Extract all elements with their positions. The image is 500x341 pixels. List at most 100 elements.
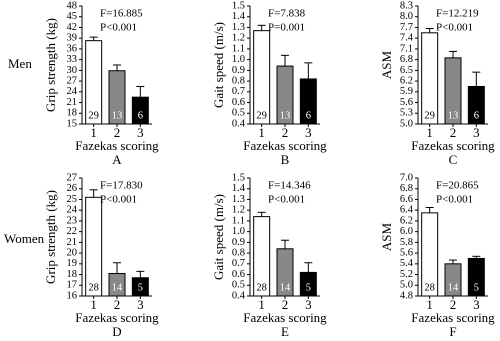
y-tick-label: 5.2: [400, 269, 413, 280]
bar-count: 14: [280, 282, 291, 293]
y-tick-label: 5.0: [400, 280, 413, 291]
y-tick-label: 0.9: [232, 65, 245, 76]
y-tick-label: 5.6: [400, 97, 413, 108]
y-tick-label: 5.6: [400, 247, 413, 258]
bar-count: 29: [424, 110, 435, 121]
y-axis-label: Grip strength (kg): [43, 18, 58, 112]
annotation: P<0.001: [100, 22, 137, 34]
y-tick-label: 27: [67, 172, 78, 183]
y-tick-label: 1.2: [232, 205, 245, 216]
annotation: F=17.830: [100, 180, 143, 192]
bar-count: 28: [88, 282, 99, 293]
y-tick-label: 6.8: [400, 54, 413, 65]
x-tick-label: 3: [137, 297, 144, 312]
y-tick-label: 17: [67, 280, 78, 291]
bar-count: 13: [280, 110, 291, 121]
bar-count: 29: [88, 110, 99, 121]
y-tick-label: 4.8: [400, 290, 413, 301]
y-axis-label: Grip strength (kg): [43, 190, 58, 284]
x-tick-label: 2: [282, 125, 289, 140]
bar-count: 28: [256, 282, 267, 293]
bar-count: 13: [112, 110, 123, 121]
y-tick-label: 26: [67, 183, 78, 194]
y-tick-label: 8.0: [400, 11, 413, 22]
y-tick-label: 21: [67, 97, 78, 108]
bar-count: 5: [306, 282, 311, 293]
y-tick-label: 5.8: [400, 237, 413, 248]
y-tick-label: 6.5: [400, 65, 413, 76]
x-tick-label: 2: [450, 125, 457, 140]
x-axis-label: Fazekas scoring: [411, 138, 495, 153]
y-tick-label: 16: [67, 290, 78, 301]
y-tick-label: 36: [67, 43, 78, 54]
y-tick-label: 25: [67, 194, 78, 205]
y-tick-label: 1.2: [232, 33, 245, 44]
bar-count: 28: [424, 282, 435, 293]
y-axis-label: ASM: [379, 50, 394, 79]
panel-label: B: [281, 152, 290, 167]
x-tick-label: 2: [282, 297, 289, 312]
y-tick-label: 33: [67, 54, 78, 65]
panel-label: F: [449, 324, 456, 339]
y-tick-label: 1.1: [232, 43, 245, 54]
x-axis-label: Fazekas scoring: [411, 310, 495, 325]
x-tick-label: 1: [90, 125, 97, 140]
bar-count: 5: [138, 282, 143, 293]
y-tick-label: 0.8: [232, 75, 245, 86]
annotation: F=14.346: [268, 180, 311, 192]
x-axis-label: Fazekas scoring: [243, 310, 327, 325]
x-tick-label: 3: [305, 297, 312, 312]
x-tick-label: 2: [114, 297, 121, 312]
y-tick-label: 6.2: [400, 215, 413, 226]
y-tick-label: 0.6: [232, 97, 245, 108]
x-axis-label: Fazekas scoring: [75, 310, 159, 325]
y-axis-label: Gait speed (m/s): [211, 22, 226, 108]
y-tick-label: 0.8: [232, 247, 245, 258]
y-tick-label: 5.9: [400, 86, 413, 97]
x-tick-label: 1: [90, 297, 97, 312]
y-tick-label: 7.7: [400, 22, 413, 33]
y-tick-label: 8.3: [400, 0, 413, 11]
annotation: P<0.001: [436, 22, 473, 34]
annotation: F=20.865: [436, 180, 479, 192]
y-tick-label: 7.4: [400, 33, 414, 44]
y-tick-label: 6.8: [400, 183, 413, 194]
y-tick-label: 21: [67, 237, 78, 248]
x-axis-label: Fazekas scoring: [243, 138, 327, 153]
y-tick-label: 48: [67, 0, 78, 11]
annotation: F=16.885: [100, 8, 143, 20]
y-tick-label: 0.4: [232, 118, 246, 129]
annotation: P<0.001: [268, 194, 305, 206]
y-tick-label: 42: [67, 22, 78, 33]
y-tick-label: 18: [67, 269, 78, 280]
row-label: Men: [8, 56, 32, 71]
bar-count: 14: [448, 282, 459, 293]
y-tick-label: 6.2: [400, 75, 413, 86]
y-tick-label: 1.5: [232, 0, 245, 11]
x-tick-label: 3: [473, 297, 480, 312]
x-tick-label: 1: [426, 125, 433, 140]
x-tick-label: 3: [305, 125, 312, 140]
y-tick-label: 27: [67, 75, 78, 86]
y-tick-label: 0.5: [232, 280, 245, 291]
bar: [85, 196, 103, 297]
y-tick-label: 7.0: [400, 172, 413, 183]
annotation: P=0.001: [268, 22, 305, 34]
y-tick-label: 18: [67, 108, 78, 119]
panel-label: D: [112, 324, 121, 339]
y-tick-label: 1.1: [232, 215, 245, 226]
y-tick-label: 0.6: [232, 269, 245, 280]
y-tick-label: 24: [67, 86, 78, 97]
panel-label: A: [112, 152, 122, 167]
y-tick-label: 5.3: [400, 108, 413, 119]
x-tick-label: 1: [258, 297, 265, 312]
annotation: P<0.001: [436, 194, 473, 206]
x-tick-label: 2: [450, 297, 457, 312]
y-tick-label: 6.4: [400, 205, 414, 216]
bar-count: 13: [448, 110, 459, 121]
bar-count: 29: [256, 110, 267, 121]
annotation: F=7.838: [268, 8, 306, 20]
annotation: F=12.219: [436, 8, 479, 20]
x-tick-label: 2: [114, 125, 121, 140]
y-tick-label: 23: [67, 215, 78, 226]
